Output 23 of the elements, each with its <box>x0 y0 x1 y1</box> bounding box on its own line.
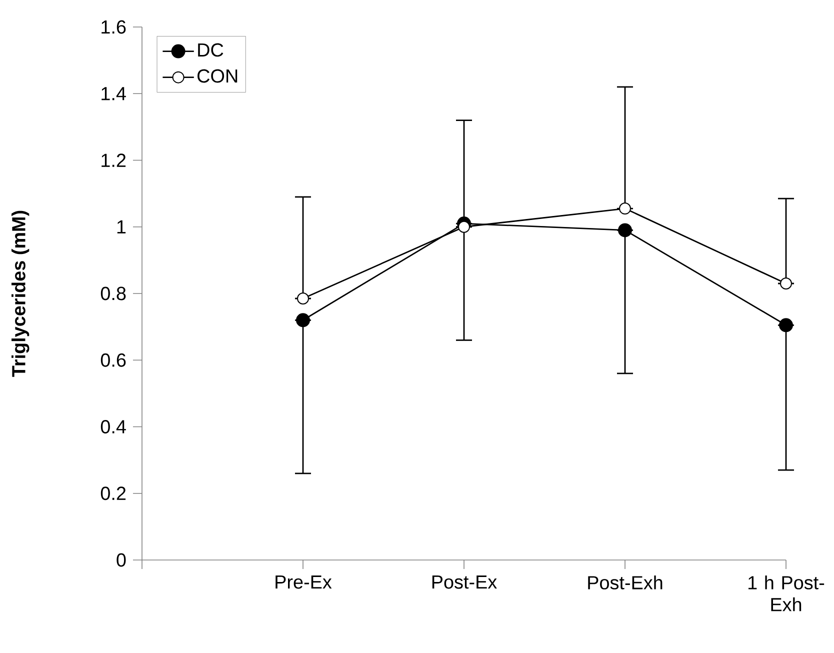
y-tick-label: 0.6 <box>100 353 126 367</box>
y-tick-label: 0.2 <box>100 486 126 500</box>
y-tick-label: 1.2 <box>102 154 126 167</box>
x-tick-label: Pre-Ex <box>276 576 332 589</box>
legend-label: CON <box>198 69 238 83</box>
point <box>780 278 792 290</box>
y-tick-label: 0.4 <box>100 420 126 434</box>
x-tick-label: Post-Ex <box>432 576 497 589</box>
y-tick-label: 0 <box>116 553 126 567</box>
legend-label: DC <box>198 43 224 57</box>
x-tick-label: Post-Exh <box>588 576 662 590</box>
y-tick-label: 0.8 <box>100 286 126 300</box>
y-tick-label: 1.4 <box>102 87 126 100</box>
point <box>779 318 794 332</box>
point <box>618 223 632 238</box>
y-tick-label: 1.6 <box>102 20 126 34</box>
point <box>458 220 470 233</box>
x-tick-label: 1 h Post-Exh <box>748 576 824 612</box>
point <box>296 313 310 328</box>
point <box>297 292 309 304</box>
y-axis-title: Triglycerides (mM) <box>12 210 30 377</box>
y-tick-label: 1 <box>117 220 126 234</box>
point <box>619 202 632 215</box>
